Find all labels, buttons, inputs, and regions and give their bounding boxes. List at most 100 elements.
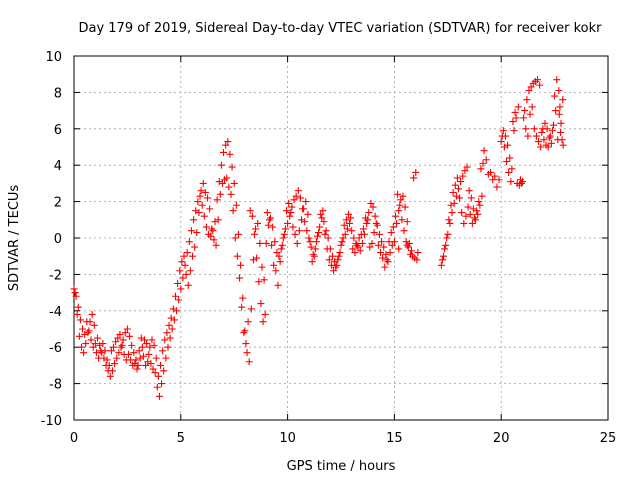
data-point	[274, 281, 282, 289]
data-point	[161, 336, 169, 344]
data-point	[544, 143, 552, 151]
data-point	[330, 267, 338, 275]
data-point	[528, 103, 536, 111]
data-point	[225, 183, 233, 191]
data-point	[240, 329, 248, 337]
data-point	[505, 168, 513, 176]
data-point	[493, 183, 501, 191]
data-point	[305, 234, 313, 242]
y-tick-label: -2	[49, 268, 62, 283]
data-point	[162, 354, 170, 362]
data-point	[124, 350, 132, 358]
data-point	[325, 256, 333, 264]
data-point	[315, 229, 323, 237]
data-point	[248, 212, 256, 220]
data-point	[146, 343, 154, 351]
data-point	[136, 354, 144, 362]
data-point	[200, 212, 208, 220]
data-point	[537, 143, 545, 151]
data-point	[497, 138, 505, 146]
data-point	[297, 216, 305, 224]
data-point	[91, 340, 99, 348]
data-point	[511, 108, 519, 116]
data-point	[555, 110, 563, 118]
data-point	[372, 219, 380, 227]
data-point	[527, 83, 535, 91]
data-point	[310, 252, 318, 260]
data-point	[79, 325, 87, 333]
data-point	[437, 261, 445, 269]
data-point	[550, 121, 558, 129]
data-point	[75, 332, 83, 340]
data-point	[257, 300, 265, 308]
data-point	[395, 207, 403, 215]
data-point	[105, 361, 113, 369]
data-point	[377, 249, 385, 257]
data-point	[112, 338, 120, 346]
data-point	[207, 232, 215, 240]
data-point	[212, 241, 220, 249]
data-point	[114, 334, 122, 342]
data-point	[198, 201, 206, 209]
data-point	[106, 372, 114, 380]
data-point	[464, 203, 472, 211]
y-tick-label: 4	[54, 159, 62, 174]
data-point	[187, 227, 195, 235]
data-point	[223, 174, 231, 182]
data-point	[152, 354, 160, 362]
data-point	[469, 205, 477, 213]
data-point	[370, 229, 378, 237]
data-point	[316, 223, 324, 231]
data-point	[373, 221, 381, 229]
data-point	[507, 178, 515, 186]
data-point	[267, 214, 275, 222]
data-point	[355, 234, 363, 242]
data-point	[121, 329, 129, 337]
data-point	[466, 210, 474, 218]
data-point	[458, 209, 466, 217]
data-point	[410, 174, 418, 182]
data-point	[444, 230, 452, 238]
data-point	[174, 280, 182, 287]
data-point	[252, 225, 260, 233]
data-point	[86, 318, 94, 326]
data-point	[367, 199, 375, 207]
data-point	[271, 238, 279, 246]
data-point	[269, 223, 277, 231]
data-point	[304, 210, 312, 218]
data-point	[113, 354, 121, 362]
data-point	[281, 225, 289, 233]
data-point	[514, 103, 522, 111]
data-point	[211, 218, 219, 226]
data-point	[535, 138, 543, 146]
data-point	[90, 321, 98, 329]
data-point	[80, 349, 88, 357]
data-point	[499, 127, 507, 135]
data-point	[236, 274, 244, 282]
data-point	[170, 316, 178, 324]
data-points	[70, 76, 567, 400]
y-tick-label: -10	[41, 414, 62, 429]
data-point	[294, 187, 302, 195]
data-point	[232, 201, 240, 209]
data-point	[87, 336, 95, 344]
data-point	[339, 234, 347, 242]
data-point	[504, 141, 512, 149]
data-point	[468, 219, 476, 227]
data-point	[291, 230, 299, 238]
data-point	[143, 340, 151, 348]
data-point	[184, 281, 192, 289]
data-point	[214, 216, 222, 224]
data-point	[393, 219, 401, 227]
data-point	[403, 218, 411, 226]
data-point	[111, 360, 119, 368]
data-point	[385, 238, 393, 246]
data-point	[348, 227, 356, 235]
data-point	[160, 367, 168, 375]
data-point	[194, 198, 202, 206]
data-point	[475, 198, 483, 206]
data-point	[264, 221, 272, 229]
data-point	[142, 361, 150, 369]
x-tick-label: 0	[70, 431, 78, 446]
data-point	[521, 107, 529, 115]
